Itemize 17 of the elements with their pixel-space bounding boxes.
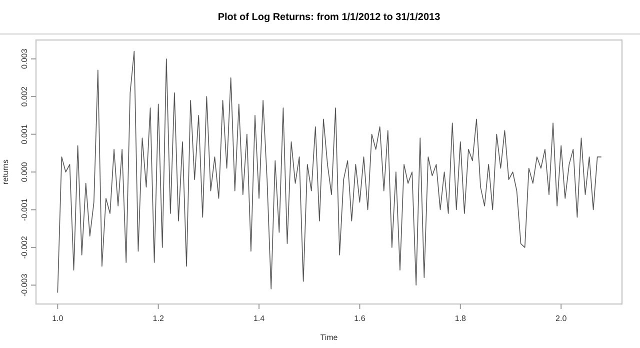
x-axis-title: Time: [320, 333, 338, 342]
y-axis-title: returns: [1, 160, 10, 184]
y-tick-label: 0.001: [20, 124, 29, 144]
y-tick-label: 0.000: [20, 161, 29, 182]
y-tick-label: -0.001: [20, 198, 29, 222]
x-tick-label: 1.4: [253, 314, 266, 323]
chart-title: Plot of Log Returns: from 1/1/2012 to 31/1/2013: [218, 12, 441, 23]
y-tick-label: -0.002: [20, 236, 29, 259]
line-series: [57, 50, 602, 294]
y-tick-label: -0.003: [20, 273, 29, 296]
x-tick-label: 2.0: [556, 314, 568, 323]
x-tick-label: 1.8: [454, 314, 467, 323]
y-tick-label: 0.002: [20, 86, 29, 107]
x-tick-label: 1.6: [354, 314, 366, 323]
x-tick-label: 1.0: [52, 314, 64, 323]
x-tick-label: 1.2: [152, 314, 164, 323]
y-tick-label: 0.003: [20, 48, 29, 69]
